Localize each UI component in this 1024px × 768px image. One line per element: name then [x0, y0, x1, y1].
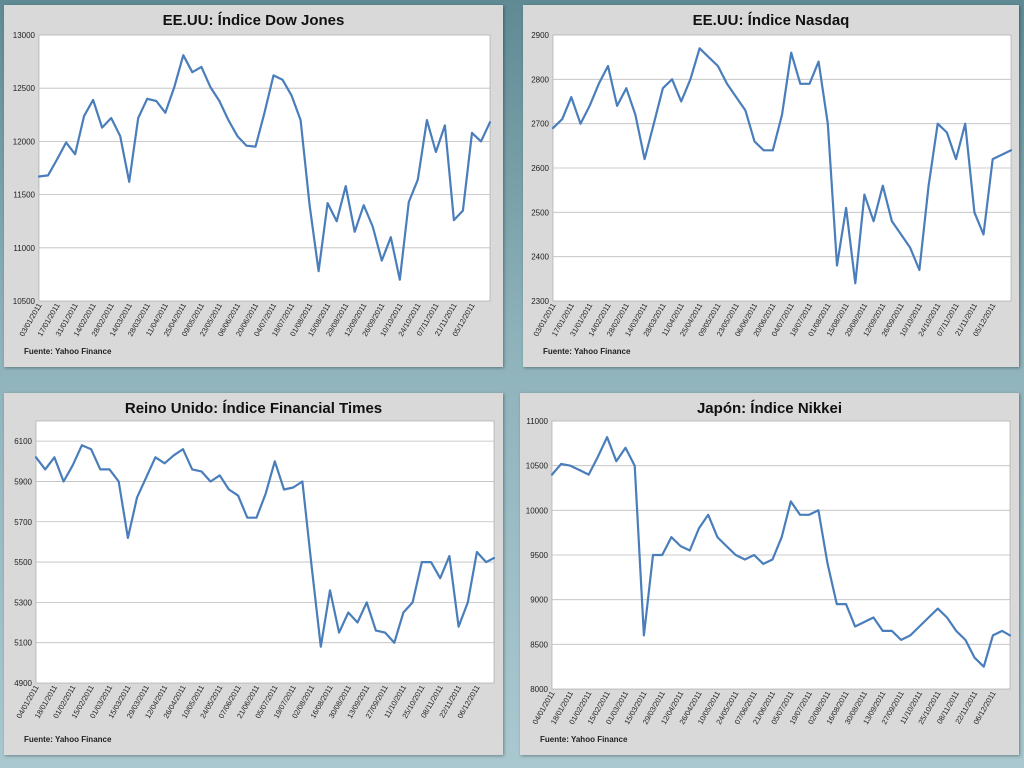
y-tick-label: 6100	[14, 437, 32, 446]
y-tick-label: 2400	[531, 253, 549, 262]
y-tick-label: 5300	[14, 598, 32, 607]
chart-title: EE.UU: Índice Nasdaq	[693, 12, 850, 29]
chart-panel-nasdaq: EE.UU: Índice Nasdaq 2300 2400 2500 2600 2700…	[523, 5, 1019, 367]
plot-area	[35, 420, 495, 684]
source-note: Fuente: Yahoo Finance	[24, 735, 112, 744]
y-tick-label: 5100	[14, 639, 32, 648]
source-note: Fuente: Yahoo Finance	[24, 347, 112, 356]
y-tick-label: 2800	[531, 75, 549, 84]
chart-svg: Reino Unido: Índice Financial Times 4900 5…	[14, 400, 496, 744]
y-tick-label: 4900	[14, 679, 32, 688]
y-tick-label: 10500	[526, 462, 549, 471]
y-tick-label: 12000	[13, 137, 36, 146]
chart-svg: Japón: Índice Nikkei 8000 8500 9000 9500 1000…	[526, 400, 1012, 744]
y-tick-label: 5500	[14, 558, 32, 567]
y-tick-label: 8000	[530, 685, 548, 694]
y-tick-label: 11000	[526, 417, 548, 426]
series-line	[37, 54, 492, 281]
chart-title: EE.UU: Índice Dow Jones	[163, 12, 345, 29]
source-note: Fuente: Yahoo Finance	[543, 347, 631, 356]
chart-svg: EE.UU: Índice Nasdaq 2300 2400 2500 2600 2700…	[531, 12, 1013, 356]
y-tick-label: 2500	[531, 208, 549, 217]
plot-area	[38, 34, 491, 302]
chart-panel-financial-times: Reino Unido: Índice Financial Times 4900 5…	[4, 393, 503, 755]
y-tick-label: 8500	[530, 640, 548, 649]
y-tick-label: 10500	[13, 297, 36, 306]
chart-svg: EE.UU: Índice Dow Jones 10500 11000 11500 12…	[13, 12, 492, 356]
y-tick-label: 2700	[531, 120, 549, 129]
y-tick-label: 12500	[13, 84, 36, 93]
y-tick-label: 13000	[13, 31, 36, 40]
y-tick-label: 2900	[531, 31, 549, 40]
chart-title: Reino Unido: Índice Financial Times	[125, 400, 382, 417]
chart-title: Japón: Índice Nikkei	[697, 400, 842, 417]
y-tick-label: 10000	[526, 506, 549, 515]
y-tick-label: 5900	[14, 477, 32, 486]
chart-panel-nikkei: Japón: Índice Nikkei 8000 8500 9000 9500 1000…	[520, 393, 1019, 755]
series-line	[551, 47, 1013, 285]
series-line	[34, 444, 496, 648]
y-tick-label: 11500	[13, 191, 35, 200]
y-tick-label: 9500	[530, 551, 548, 560]
y-tick-label: 9000	[530, 596, 548, 605]
y-tick-label: 11000	[13, 244, 35, 253]
chart-panel-dow-jones: EE.UU: Índice Dow Jones 10500 11000 11500 12…	[4, 5, 503, 367]
y-tick-label: 5700	[14, 518, 32, 527]
source-note: Fuente: Yahoo Finance	[540, 735, 628, 744]
series-line	[550, 436, 1012, 668]
y-tick-label: 2300	[531, 297, 549, 306]
y-tick-label: 2600	[531, 164, 549, 173]
